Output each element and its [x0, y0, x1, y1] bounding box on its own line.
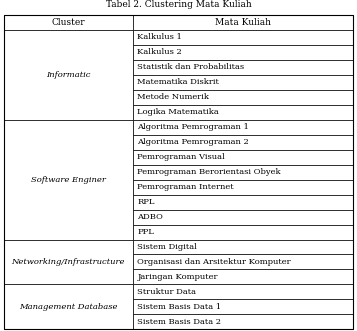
Bar: [133, 120, 353, 135]
Text: ADBO: ADBO: [137, 213, 163, 221]
Text: Tabel 2. Clustering Mata Kuliah: Tabel 2. Clustering Mata Kuliah: [106, 0, 251, 10]
Text: Mata Kuliah: Mata Kuliah: [215, 18, 271, 27]
Text: Informatic: Informatic: [46, 71, 91, 79]
Bar: [133, 135, 353, 150]
Bar: [133, 314, 353, 329]
Text: Logika Matematika: Logika Matematika: [137, 108, 219, 116]
Bar: [133, 150, 353, 165]
Text: Sistem Digital: Sistem Digital: [137, 243, 197, 251]
Bar: [133, 240, 353, 255]
Bar: [133, 195, 353, 210]
Bar: [133, 269, 353, 284]
Text: Sistem Basis Data 2: Sistem Basis Data 2: [137, 318, 221, 326]
Text: Networking/Infrastructure: Networking/Infrastructure: [11, 258, 125, 266]
Text: Statistik dan Probabilitas: Statistik dan Probabilitas: [137, 63, 245, 71]
Bar: [133, 224, 353, 240]
Bar: [133, 60, 353, 75]
Text: Struktur Data: Struktur Data: [137, 288, 196, 296]
Text: Pemrograman Berorientasi Obyek: Pemrograman Berorientasi Obyek: [137, 168, 281, 176]
Bar: [133, 30, 353, 45]
Text: Kalkulus 2: Kalkulus 2: [137, 48, 182, 56]
Bar: [133, 75, 353, 90]
Bar: [133, 90, 353, 105]
Text: Pemrograman Internet: Pemrograman Internet: [137, 183, 234, 191]
Text: PPL: PPL: [137, 228, 154, 236]
Text: Software Enginer: Software Enginer: [31, 176, 106, 184]
Bar: [133, 15, 353, 30]
Text: Management Database: Management Database: [19, 303, 117, 311]
Bar: [133, 45, 353, 60]
Bar: [4, 240, 133, 284]
Text: Algoritma Pemrograman 2: Algoritma Pemrograman 2: [137, 138, 249, 146]
Text: Organisasi dan Arsitektur Komputer: Organisasi dan Arsitektur Komputer: [137, 258, 291, 266]
Bar: [133, 165, 353, 180]
Bar: [133, 180, 353, 195]
Text: Algoritma Pemrograman 1: Algoritma Pemrograman 1: [137, 123, 249, 131]
Text: Pemrograman Visual: Pemrograman Visual: [137, 153, 225, 161]
Bar: [133, 300, 353, 314]
Text: Matematika Diskrit: Matematika Diskrit: [137, 78, 219, 86]
Text: Jaringan Komputer: Jaringan Komputer: [137, 273, 218, 281]
Bar: [133, 210, 353, 224]
Bar: [4, 15, 133, 30]
Text: RPL: RPL: [137, 198, 155, 206]
Text: Sistem Basis Data 1: Sistem Basis Data 1: [137, 303, 221, 311]
Text: Cluster: Cluster: [51, 18, 85, 27]
Bar: [4, 30, 133, 120]
Bar: [133, 105, 353, 120]
Bar: [133, 255, 353, 269]
Bar: [4, 284, 133, 329]
Text: Kalkulus 1: Kalkulus 1: [137, 33, 182, 41]
Bar: [4, 120, 133, 240]
Bar: [133, 284, 353, 300]
Text: Metode Numerik: Metode Numerik: [137, 93, 209, 101]
